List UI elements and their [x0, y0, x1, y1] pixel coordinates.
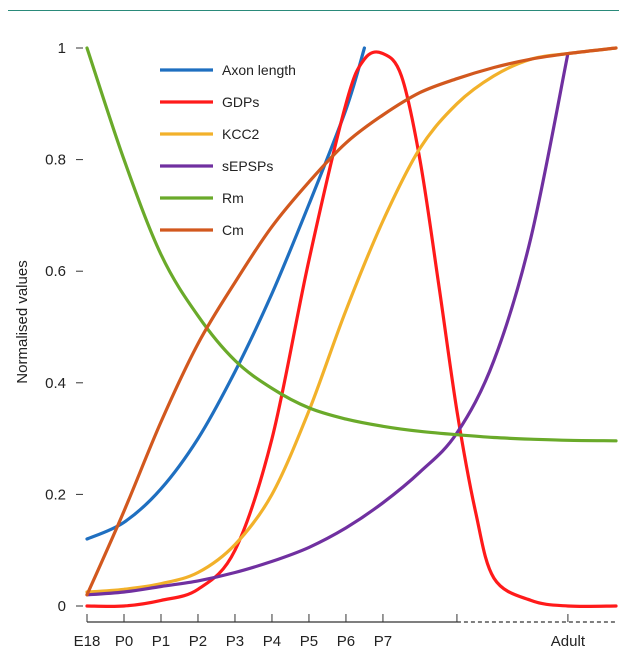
series-line-sepsps	[85, 52, 570, 597]
x-tick-label: Adult	[551, 633, 586, 650]
y-tick-label: 0.8	[45, 152, 66, 169]
x-tick-label: P4	[263, 633, 281, 650]
x-tick-label: P0	[115, 633, 133, 650]
y-tick-label: 1	[58, 40, 66, 57]
series-line-kcc2	[85, 46, 618, 594]
x-tick-label: P7	[374, 633, 392, 650]
x-tick-label: P6	[337, 633, 355, 650]
legend-label-rm: Rm	[222, 190, 244, 206]
legend-label-kcc2: KCC2	[222, 126, 260, 142]
y-tick-label: 0.4	[45, 375, 66, 392]
legend-label-gdps: GDPs	[222, 94, 259, 110]
x-tick-label: P5	[300, 633, 318, 650]
y-tick-label: 0	[58, 598, 66, 615]
y-tick-label: 0.6	[45, 263, 66, 280]
series-line-rm	[85, 46, 618, 443]
top-rule	[8, 10, 619, 11]
series-lines	[85, 46, 618, 608]
y-tick-label: 0.2	[45, 486, 66, 503]
axes: 0 0.2 0.4 0.6 0.8 1 Normalised values E18 P0 P1 P2…	[14, 40, 616, 650]
x-tick-label: P2	[189, 633, 207, 650]
legend: Axon length GDPs KCC2 sEPSPs Rm Cm	[160, 62, 296, 238]
x-tick-label: E18	[74, 633, 101, 650]
legend-label-axon-length: Axon length	[222, 62, 296, 78]
y-axis-title: Normalised values	[14, 260, 31, 383]
legend-label-sepsps: sEPSPs	[222, 158, 273, 174]
series-line-cm	[85, 46, 618, 597]
legend-label-cm: Cm	[222, 222, 244, 238]
series-line-axon-length	[85, 46, 366, 541]
x-tick-label: P1	[152, 633, 170, 650]
x-tick-label: P3	[226, 633, 244, 650]
